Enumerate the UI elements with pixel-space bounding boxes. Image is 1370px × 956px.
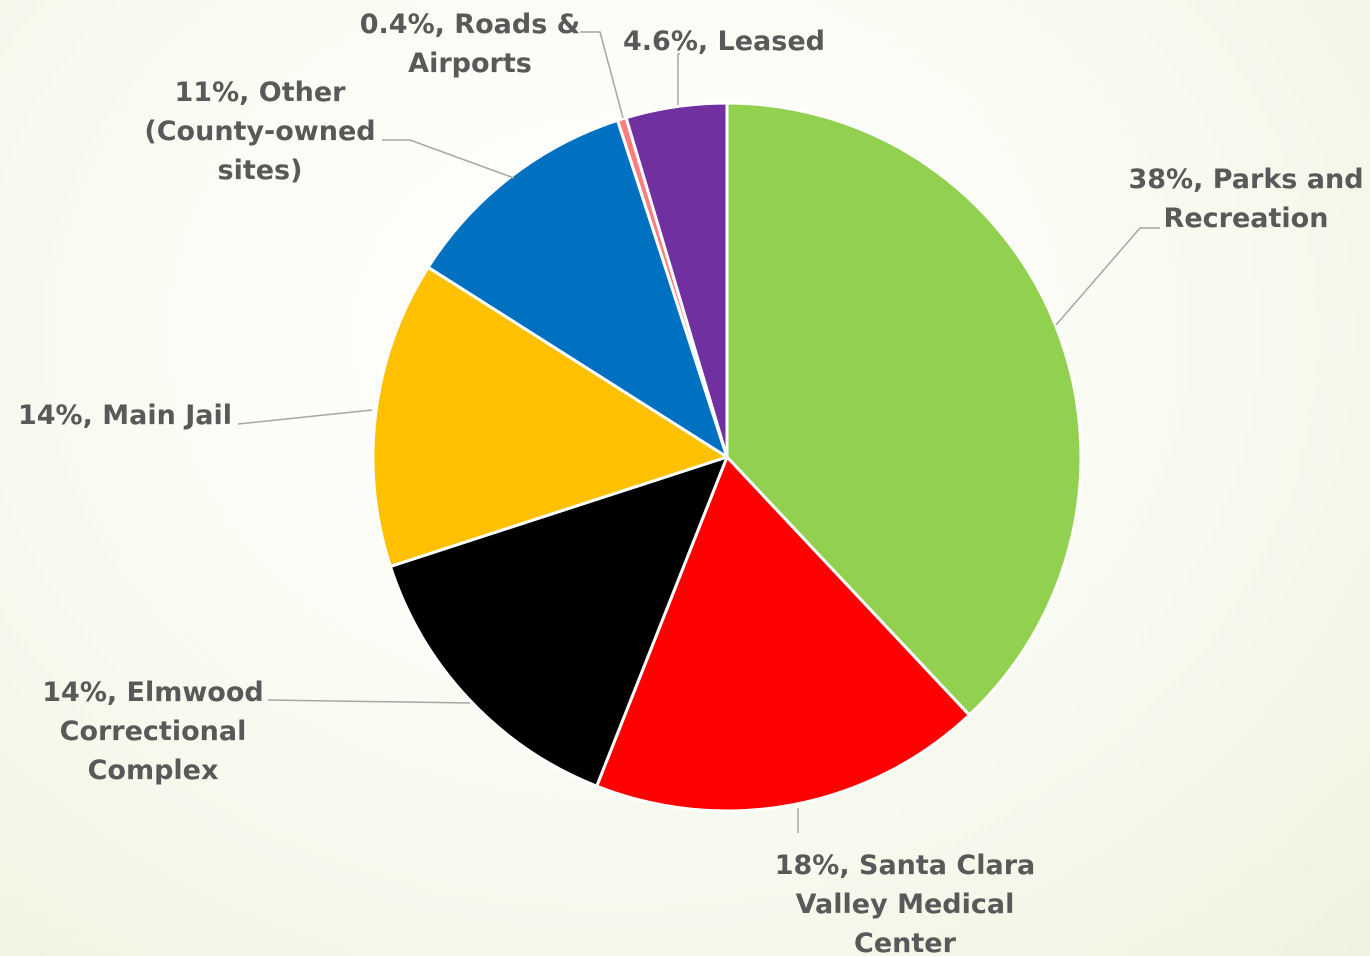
data-label-santa-clara-valley-medical-center: 18%, Santa Clara Valley Medical Center bbox=[775, 850, 1036, 956]
data-label-roads-airports: 0.4%, Roads & Airports bbox=[360, 9, 580, 79]
leader-line bbox=[580, 31, 624, 119]
data-label-line: Complex bbox=[88, 755, 219, 786]
data-label-line: 4.6%, Leased bbox=[623, 26, 825, 57]
data-label-main-jail: 14%, Main Jail bbox=[18, 400, 232, 431]
data-label-line: 18%, Santa Clara bbox=[775, 850, 1036, 881]
pie-slice-santa-clara-valley-medical-center bbox=[595, 455, 971, 813]
data-label-line: (County-owned bbox=[144, 116, 375, 147]
data-label-line: 38%, Parks and bbox=[1128, 164, 1363, 195]
data-label-line: Correctional bbox=[60, 716, 247, 747]
leader-line bbox=[1055, 227, 1160, 326]
leader-line bbox=[677, 53, 680, 105]
pie-slice-parks-and-recreation bbox=[725, 101, 1083, 717]
leader-line bbox=[382, 139, 515, 179]
pie-slice-main-jail bbox=[371, 265, 729, 568]
leader-line bbox=[267, 699, 471, 704]
data-label-other-county-owned-sites: 11%, Other (County-owned sites) bbox=[144, 77, 375, 186]
leader-line bbox=[237, 409, 373, 425]
data-label-elmwood-correctional-complex: 14%, Elmwood Correctional Complex bbox=[42, 677, 263, 786]
data-label-line: Center bbox=[854, 928, 957, 956]
data-label-line: Recreation bbox=[1164, 203, 1329, 234]
data-label-line: Airports bbox=[408, 48, 532, 79]
data-label-line: 11%, Other bbox=[175, 77, 347, 108]
data-label-parks-and-recreation: 38%, Parks and Recreation bbox=[1128, 164, 1363, 234]
data-label-line: 14%, Elmwood bbox=[42, 677, 263, 708]
pie-slice-leased bbox=[624, 101, 729, 459]
data-label-line: 0.4%, Roads & bbox=[360, 9, 580, 40]
data-label-line: 14%, Main Jail bbox=[18, 400, 232, 431]
data-label-line: Valley Medical bbox=[796, 889, 1015, 920]
data-label-line: sites) bbox=[218, 155, 303, 186]
data-label-leased: 4.6%, Leased bbox=[623, 26, 825, 57]
